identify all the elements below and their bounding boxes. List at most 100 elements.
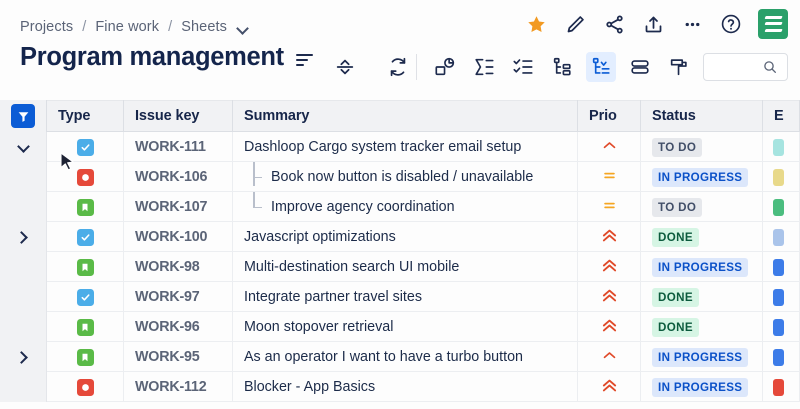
issue-key-link[interactable]: WORK-106 (135, 169, 208, 185)
priority-cell[interactable] (578, 372, 641, 402)
chart-icon[interactable] (430, 52, 460, 82)
priority-cell[interactable] (578, 162, 641, 192)
status-cell[interactable]: DONE (641, 222, 763, 252)
column-header-prio[interactable]: Prio (578, 100, 641, 132)
priority-cell[interactable] (578, 192, 641, 222)
breadcrumb-item-fine-work[interactable]: Fine work (95, 19, 160, 35)
table-row[interactable]: WORK-111 Dashloop Cargo system tracker em… (0, 132, 800, 162)
filter-icon[interactable] (11, 104, 35, 128)
summary-cell[interactable]: Dashloop Cargo system tracker email setu… (233, 132, 578, 162)
issue-key-link[interactable]: WORK-95 (135, 349, 200, 365)
table-row[interactable]: WORK-107 Improve agency coordination TO DO (0, 192, 800, 222)
status-cell[interactable]: TO DO (641, 192, 763, 222)
summary-cell[interactable]: Book now button is disabled / unavailabl… (233, 162, 578, 192)
issue-type-cell[interactable] (47, 222, 124, 252)
issue-key-cell[interactable]: WORK-98 (124, 252, 233, 282)
summary-cell[interactable]: Javascript optimizations (233, 222, 578, 252)
labels-cell[interactable] (763, 252, 800, 282)
labels-cell[interactable] (763, 132, 800, 162)
row-expander-cell[interactable] (0, 132, 47, 162)
breadcrumb-item-projects[interactable]: Projects (20, 19, 74, 35)
issue-key-link[interactable]: WORK-112 (135, 379, 207, 395)
summary-cell[interactable]: Moon stopover retrieval (233, 312, 578, 342)
checklist-icon[interactable] (508, 52, 538, 82)
description-lines-icon[interactable] (295, 53, 313, 67)
help-icon[interactable] (719, 12, 743, 36)
issue-type-cell[interactable] (47, 312, 124, 342)
labels-cell[interactable] (763, 192, 800, 222)
more-actions-icon[interactable] (680, 12, 704, 36)
chevron-right-icon[interactable] (14, 228, 32, 246)
chevron-down-icon[interactable] (237, 22, 248, 33)
sum-icon[interactable] (469, 52, 499, 82)
search-input[interactable] (703, 53, 788, 81)
breadcrumb-item-sheets[interactable]: Sheets (181, 19, 227, 35)
issue-key-link[interactable]: WORK-100 (135, 229, 208, 245)
status-cell[interactable]: IN PROGRESS (641, 252, 763, 282)
labels-cell[interactable] (763, 222, 800, 252)
issue-key-cell[interactable]: WORK-111 (124, 132, 233, 162)
summary-cell[interactable]: Blocker - App Basics (233, 372, 578, 402)
table-row[interactable]: WORK-95 As an operator I want to have a t… (0, 342, 800, 372)
status-cell[interactable]: DONE (641, 312, 763, 342)
table-row[interactable]: WORK-97 Integrate partner travel sites DON… (0, 282, 800, 312)
column-header-issue-key[interactable]: Issue key (124, 100, 233, 132)
issue-type-cell[interactable] (47, 282, 124, 312)
chevron-down-icon[interactable] (14, 138, 32, 156)
labels-cell[interactable] (763, 342, 800, 372)
priority-cell[interactable] (578, 342, 641, 372)
labels-cell[interactable] (763, 282, 800, 312)
layers-icon[interactable] (625, 52, 655, 82)
issue-type-cell[interactable] (47, 162, 124, 192)
issue-key-link[interactable]: WORK-111 (135, 139, 206, 155)
status-cell[interactable]: IN PROGRESS (641, 342, 763, 372)
column-header-summary[interactable]: Summary (233, 100, 578, 132)
issue-key-cell[interactable]: WORK-97 (124, 282, 233, 312)
issue-key-link[interactable]: WORK-96 (135, 319, 200, 335)
refresh-icon[interactable] (383, 52, 413, 82)
priority-cell[interactable] (578, 222, 641, 252)
issue-key-cell[interactable]: WORK-112 (124, 372, 233, 402)
table-row[interactable]: WORK-112 Blocker - App Basics IN PROGRESS (0, 372, 800, 402)
issue-key-cell[interactable]: WORK-106 (124, 162, 233, 192)
issue-key-cell[interactable]: WORK-100 (124, 222, 233, 252)
priority-cell[interactable] (578, 132, 641, 162)
summary-cell[interactable]: Integrate partner travel sites (233, 282, 578, 312)
issue-key-cell[interactable]: WORK-95 (124, 342, 233, 372)
issue-key-cell[interactable]: WORK-96 (124, 312, 233, 342)
summary-cell[interactable]: Multi-destination search UI mobile (233, 252, 578, 282)
hierarchy-icon[interactable] (547, 52, 577, 82)
column-header-type[interactable]: Type (47, 100, 124, 132)
issue-type-cell[interactable] (47, 192, 124, 222)
priority-cell[interactable] (578, 252, 641, 282)
app-logo-button[interactable] (758, 9, 788, 39)
row-expander-cell[interactable] (0, 342, 47, 372)
summary-cell[interactable]: Improve agency coordination (233, 192, 578, 222)
share-icon[interactable] (602, 12, 626, 36)
table-row[interactable]: WORK-98 Multi-destination search UI mobil… (0, 252, 800, 282)
issue-type-cell[interactable] (47, 252, 124, 282)
table-row[interactable]: WORK-100 Javascript optimizations DONE (0, 222, 800, 252)
export-icon[interactable] (641, 12, 665, 36)
row-expander-cell[interactable] (0, 222, 47, 252)
issue-key-link[interactable]: WORK-98 (135, 259, 200, 275)
status-cell[interactable]: TO DO (641, 132, 763, 162)
issue-key-link[interactable]: WORK-107 (135, 199, 208, 215)
priority-cell[interactable] (578, 282, 641, 312)
format-paint-icon[interactable] (664, 52, 694, 82)
favorite-star-icon[interactable] (524, 12, 548, 36)
issue-type-cell[interactable] (47, 372, 124, 402)
column-header-status[interactable]: Status (641, 100, 763, 132)
issue-key-cell[interactable]: WORK-107 (124, 192, 233, 222)
issue-type-cell[interactable] (47, 342, 124, 372)
status-cell[interactable]: IN PROGRESS (641, 372, 763, 402)
column-header-cut-off[interactable]: E (763, 100, 800, 132)
issue-type-cell[interactable] (47, 132, 124, 162)
status-cell[interactable]: DONE (641, 282, 763, 312)
table-row[interactable]: WORK-106 Book now button is disabled / un… (0, 162, 800, 192)
hierarchy-filter-icon[interactable] (586, 52, 616, 82)
labels-cell[interactable] (763, 162, 800, 192)
summary-cell[interactable]: As an operator I want to have a turbo bu… (233, 342, 578, 372)
edit-pencil-icon[interactable] (563, 12, 587, 36)
chevron-right-icon[interactable] (14, 348, 32, 366)
